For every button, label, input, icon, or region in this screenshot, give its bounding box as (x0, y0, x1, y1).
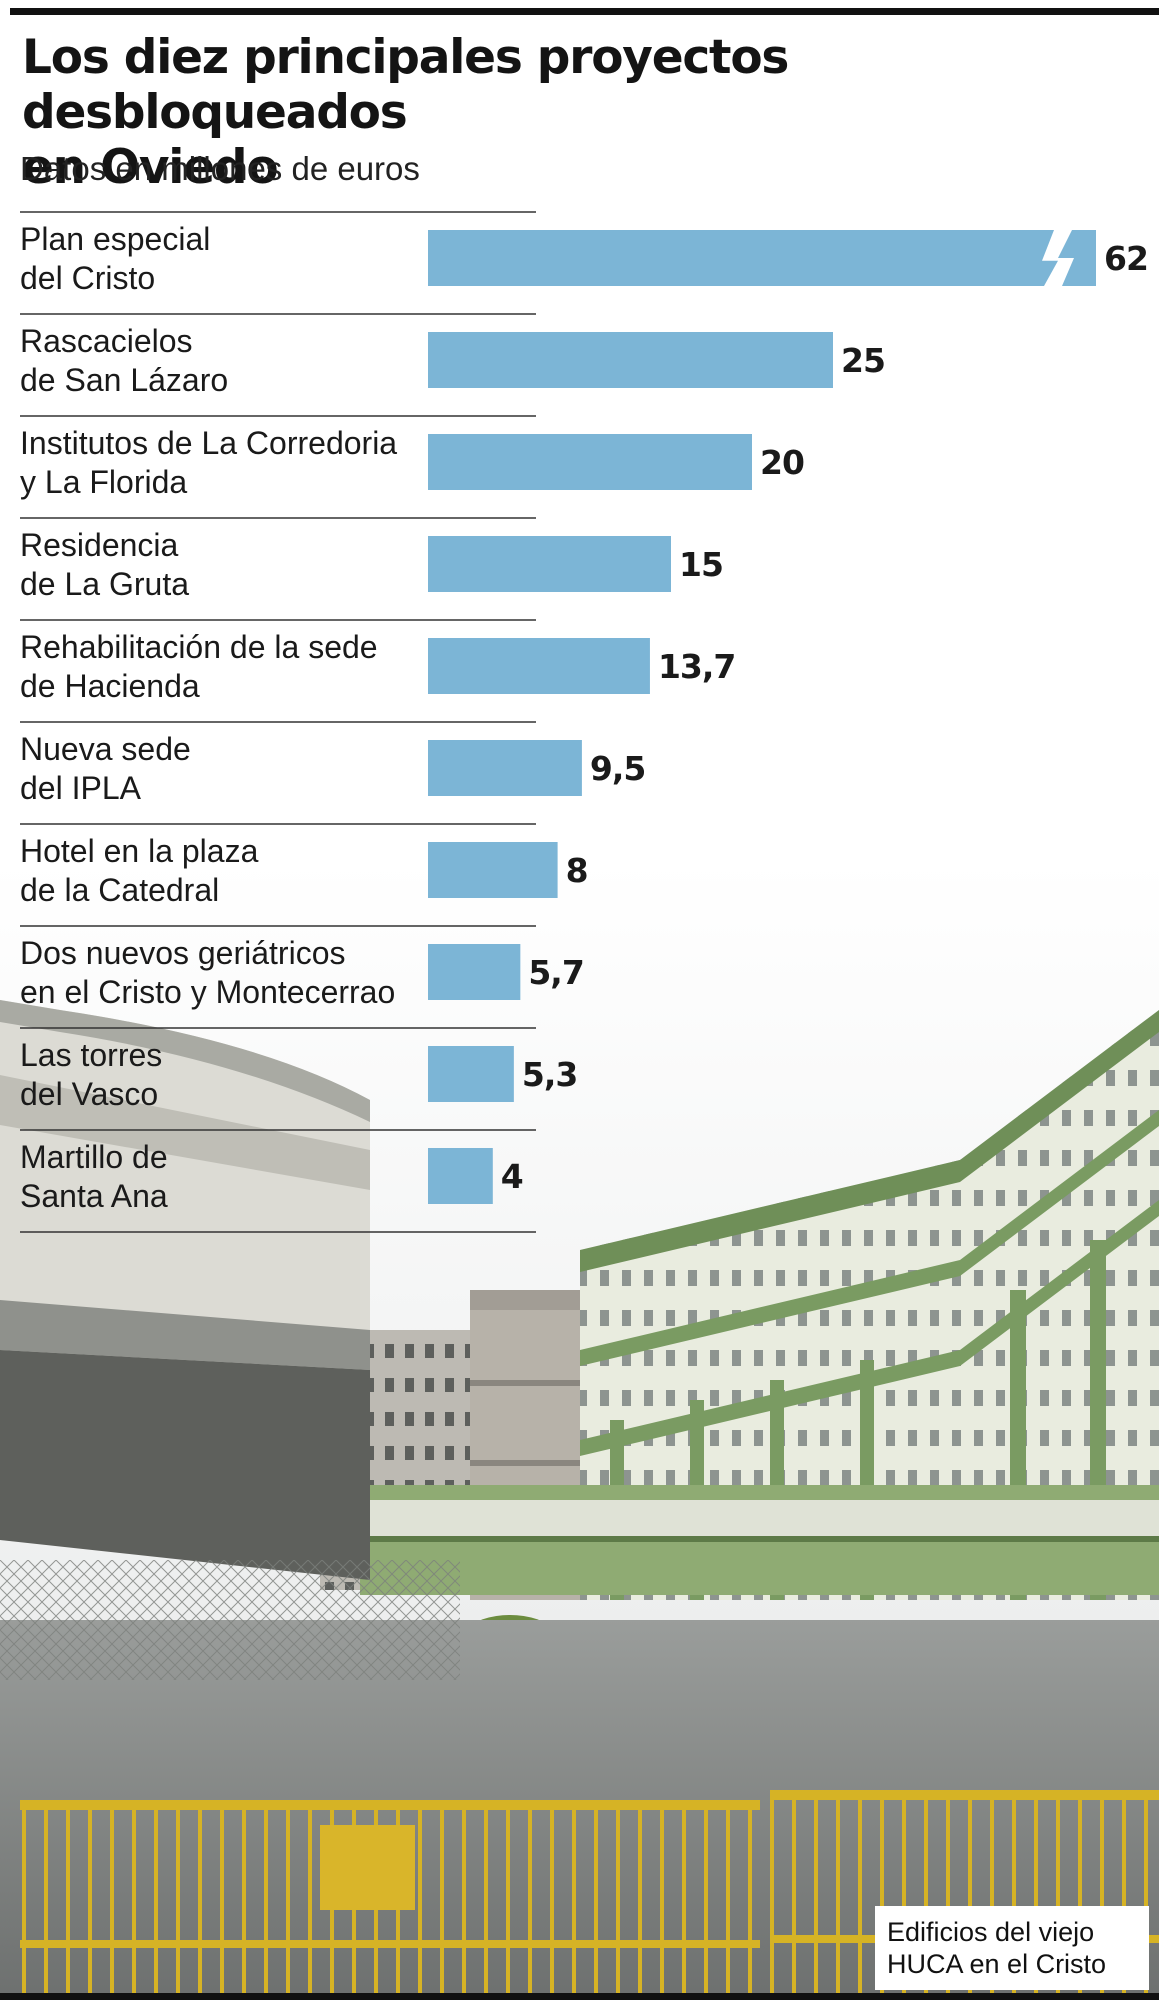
category-label-line: y La Florida (20, 464, 188, 500)
category-label: Institutos de La Corredoria y La Florida (20, 424, 420, 502)
category-label: Plan especial del Cristo (20, 220, 420, 298)
chart-title: Los diez principales proyectos desbloque… (22, 30, 1122, 195)
category-label-line: Institutos de La Corredoria (20, 425, 398, 461)
category-label-line: Nueva sede (20, 731, 191, 767)
bar (428, 1046, 514, 1102)
category-label-line: de San Lázaro (20, 362, 229, 398)
huca-buildings-photo (0, 860, 1159, 2000)
category-label: Rascacielos de San Lázaro (20, 322, 420, 400)
category-label: Dos nuevos geriátricos en el Cristo y Mon… (20, 934, 420, 1012)
title-line-1: Los diez principales proyectos desbloque… (22, 30, 789, 140)
bottom-rule (0, 1993, 1159, 2000)
category-label: Hotel en la plaza de la Catedral (20, 832, 420, 910)
category-label-line: del IPLA (20, 770, 141, 806)
caption-line-2: HUCA en el Cristo (887, 1949, 1107, 1979)
bar (428, 944, 521, 1000)
category-label-line: Hotel en la plaza (20, 833, 259, 869)
category-label-line: en el Cristo y Montecerrao (20, 974, 396, 1010)
bar (428, 332, 833, 388)
category-label-line: Martillo de (20, 1139, 168, 1175)
category-label-line: de la Catedral (20, 872, 220, 908)
value-label: 20 (760, 443, 804, 482)
bar (428, 434, 752, 490)
category-label-line: Las torres (20, 1037, 163, 1073)
top-rule (10, 8, 1159, 15)
bar (428, 1148, 493, 1204)
value-label: 4 (501, 1157, 523, 1196)
value-label: 5,7 (528, 953, 583, 992)
category-label-line: del Vasco (20, 1076, 159, 1112)
value-label: 8 (566, 851, 588, 890)
bar (428, 842, 558, 898)
bar (428, 536, 671, 592)
category-label: Martillo de Santa Ana (20, 1138, 420, 1216)
value-label: 25 (841, 341, 885, 380)
value-label: 15 (679, 545, 723, 584)
bar (428, 740, 582, 796)
value-label: 62 (1104, 239, 1148, 278)
category-label-line: Residencia (20, 527, 179, 563)
category-label-line: Plan especial (20, 221, 211, 257)
photo-caption: Edificios del viejo HUCA en el Cristo (875, 1906, 1149, 1990)
category-label-line: de La Gruta (20, 566, 189, 602)
axis-break-mark (1042, 230, 1074, 286)
value-label: 5,3 (522, 1055, 577, 1094)
category-label: Residencia de La Gruta (20, 526, 420, 604)
category-label: Las torres del Vasco (20, 1036, 420, 1114)
category-label-line: Rascacielos (20, 323, 193, 359)
value-label: 13,7 (658, 647, 735, 686)
category-label-line: Santa Ana (20, 1178, 168, 1214)
category-label-line: Rehabilitación de la sede (20, 629, 378, 665)
value-label: 9,5 (590, 749, 645, 788)
category-label-line: de Hacienda (20, 668, 200, 704)
category-label: Rehabilitación de la sede de Hacienda (20, 628, 420, 706)
category-label-line: del Cristo (20, 260, 156, 296)
category-label: Nueva sede del IPLA (20, 730, 420, 808)
caption-line-1: Edificios del viejo (887, 1917, 1095, 1947)
title-line-2: en Oviedo (22, 140, 279, 195)
category-label-line: Dos nuevos geriátricos (20, 935, 346, 971)
bar-chart: 62 25 20 15 13,7 9,5 8 5,7 5,3 4 (20, 211, 1149, 1233)
chart-subtitle: Datos en millones de euros (20, 150, 420, 187)
bar (428, 230, 1096, 286)
bar (428, 638, 650, 694)
